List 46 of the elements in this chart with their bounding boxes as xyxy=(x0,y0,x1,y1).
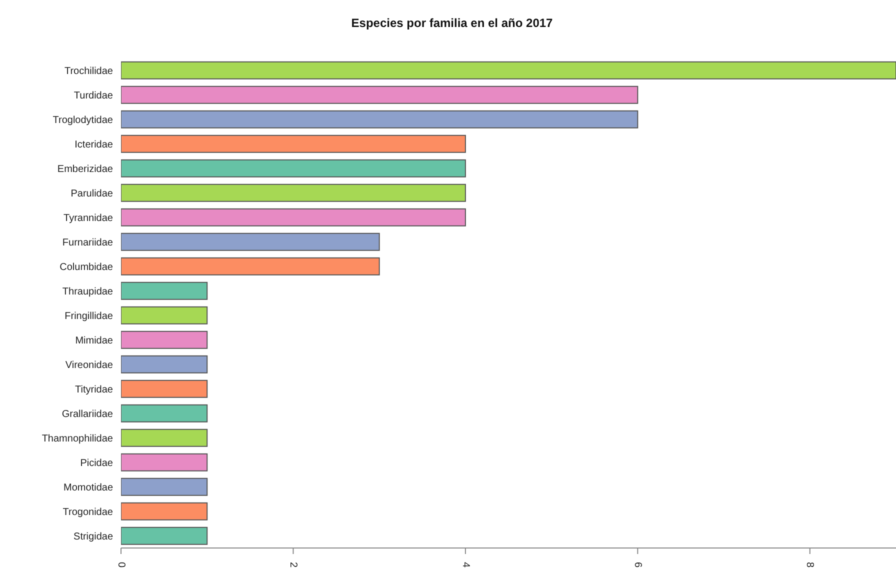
x-tick-label: 6 xyxy=(632,562,644,568)
bar xyxy=(121,404,208,422)
y-tick-label: Strigidae xyxy=(74,531,114,542)
bar xyxy=(121,306,208,324)
bar xyxy=(121,453,208,472)
bar xyxy=(121,330,208,349)
y-tick-label: Troglodytidae xyxy=(52,114,114,126)
y-tick-label: Vireonidae xyxy=(65,360,114,371)
bar xyxy=(121,61,896,80)
y-tick-label: Parulidae xyxy=(70,188,114,200)
y-tick-label: Turdidae xyxy=(74,90,114,102)
bar xyxy=(121,355,208,374)
x-tick-label: 8 xyxy=(804,562,816,568)
y-tick-label: Icteridae xyxy=(74,139,114,150)
x-tick-label: 2 xyxy=(288,562,299,568)
bar xyxy=(121,232,380,251)
bar xyxy=(121,478,208,496)
y-tick-label: Furnariidae xyxy=(62,237,114,248)
bar xyxy=(121,282,208,300)
x-tick-label: 0 xyxy=(115,562,126,568)
y-tick-label: Thraupidae xyxy=(62,286,114,298)
x-tick-label: 4 xyxy=(460,562,471,568)
bar xyxy=(121,86,638,104)
y-tick-label: Mimidae xyxy=(75,335,114,346)
bar xyxy=(121,380,208,398)
bar xyxy=(121,110,638,128)
y-tick-label: Grallariidae xyxy=(62,408,114,420)
y-tick-label: Trogonidae xyxy=(62,506,114,518)
bar xyxy=(121,184,466,202)
y-tick-label: Thamnophilidae xyxy=(42,433,114,444)
bar xyxy=(121,159,466,178)
bar xyxy=(121,526,208,545)
y-tick-label: Columbidae xyxy=(60,262,114,273)
y-tick-label: Emberizidae xyxy=(57,164,114,175)
y-tick-label: Trochilidae xyxy=(64,66,114,77)
bar xyxy=(121,208,466,226)
bar xyxy=(121,428,208,447)
bar xyxy=(121,257,380,276)
y-tick-label: Momotidae xyxy=(64,482,114,494)
chart-title: Especies por familia en el año 2017 xyxy=(350,16,554,30)
y-tick-label: Picidae xyxy=(80,458,114,469)
y-tick-label: Tityridae xyxy=(75,384,114,396)
bar xyxy=(121,134,466,153)
y-tick-label: Fringillidae xyxy=(64,310,114,322)
bar xyxy=(121,502,208,520)
y-tick-label: Tyrannidae xyxy=(64,212,114,224)
